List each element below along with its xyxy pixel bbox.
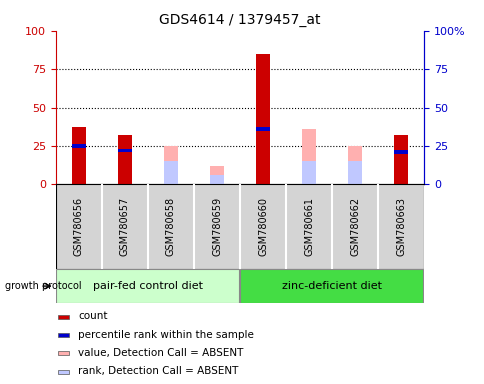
Bar — [302, 129, 316, 184]
Text: pair-fed control diet: pair-fed control diet — [93, 281, 202, 291]
Bar — [164, 146, 178, 184]
Text: GSM780660: GSM780660 — [257, 197, 268, 256]
Text: count: count — [78, 311, 107, 321]
Bar — [72, 127, 86, 184]
Text: GSM780662: GSM780662 — [349, 197, 360, 256]
Bar — [210, 166, 224, 184]
Text: GSM780658: GSM780658 — [166, 197, 176, 256]
Text: percentile rank within the sample: percentile rank within the sample — [78, 329, 253, 339]
Bar — [256, 54, 270, 184]
Bar — [58, 351, 69, 355]
Bar — [348, 161, 362, 184]
Bar — [393, 150, 408, 154]
Text: rank, Detection Call = ABSENT: rank, Detection Call = ABSENT — [78, 366, 238, 376]
Bar — [256, 127, 270, 131]
Text: growth protocol: growth protocol — [5, 281, 81, 291]
Title: GDS4614 / 1379457_at: GDS4614 / 1379457_at — [159, 13, 320, 27]
Bar — [210, 175, 224, 184]
Bar — [58, 315, 69, 319]
Text: value, Detection Call = ABSENT: value, Detection Call = ABSENT — [78, 348, 243, 358]
Bar — [118, 135, 132, 184]
Text: zinc-deficient diet: zinc-deficient diet — [282, 281, 381, 291]
Bar — [302, 161, 316, 184]
Text: GSM780661: GSM780661 — [303, 197, 314, 256]
Bar — [393, 135, 408, 184]
Bar — [58, 369, 69, 374]
Text: GSM780656: GSM780656 — [74, 197, 84, 256]
Text: GSM780657: GSM780657 — [120, 197, 130, 256]
Text: GSM780659: GSM780659 — [212, 197, 222, 256]
Bar — [58, 333, 69, 337]
Bar — [72, 144, 86, 148]
Text: GSM780663: GSM780663 — [395, 197, 406, 256]
Bar — [348, 146, 362, 184]
Bar — [56, 270, 239, 303]
Bar — [164, 161, 178, 184]
Bar — [240, 270, 423, 303]
Bar — [118, 149, 132, 152]
